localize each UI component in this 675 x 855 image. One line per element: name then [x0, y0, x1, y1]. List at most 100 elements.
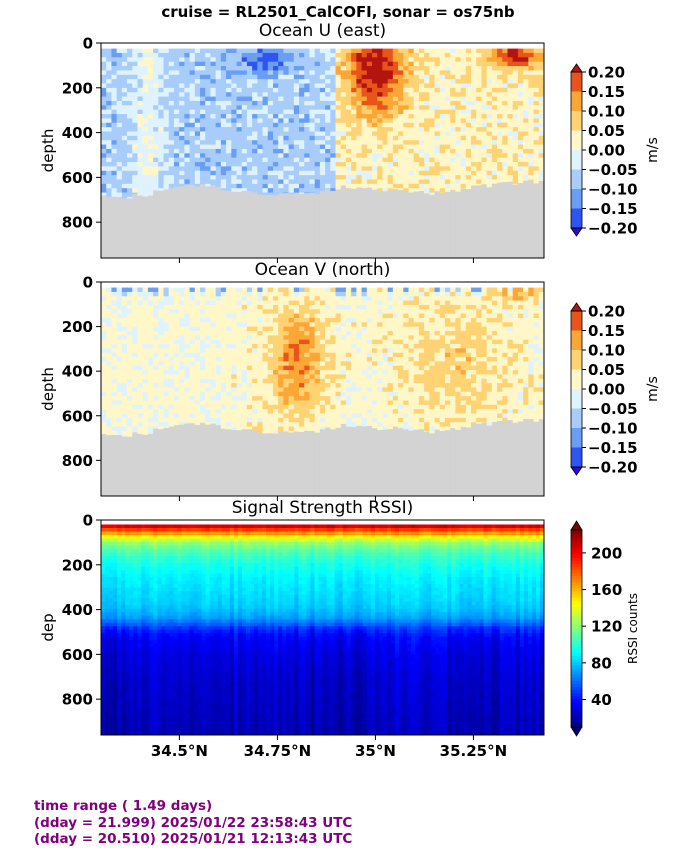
heatmap-cell	[455, 166, 462, 172]
heatmap-cell	[481, 87, 488, 93]
heatmap-cell	[361, 409, 368, 415]
heatmap-cell	[252, 396, 258, 402]
heatmap-cell	[408, 417, 415, 423]
heatmap-cell	[168, 118, 175, 124]
heatmap-cell	[512, 170, 519, 176]
heatmap-cell	[163, 153, 170, 159]
heatmap-cell	[528, 79, 535, 85]
heatmap-cell	[392, 70, 399, 76]
heatmap-cell	[106, 192, 113, 198]
heatmap-cell	[252, 387, 258, 393]
seafloor-mask	[111, 434, 118, 496]
heatmap-cell	[132, 96, 139, 102]
heatmap-cell	[226, 79, 232, 85]
heatmap-cell	[309, 404, 316, 410]
heatmap-cell	[241, 417, 248, 423]
heatmap-cell	[372, 74, 378, 80]
heatmap-cell	[252, 74, 258, 80]
heatmap-cell	[278, 148, 285, 154]
heatmap-cell	[434, 96, 441, 102]
heatmap-cell	[455, 127, 462, 133]
heatmap-cell	[528, 179, 535, 182]
heatmap-cell	[147, 109, 154, 115]
heatmap-cell	[408, 357, 415, 362]
heatmap-cell	[361, 48, 368, 54]
heatmap-cell	[325, 326, 331, 332]
heatmap-cell	[194, 153, 201, 159]
heatmap-cell	[293, 140, 300, 146]
heatmap-cell	[173, 166, 180, 172]
heatmap-cell	[408, 335, 415, 341]
heatmap-cell	[309, 96, 316, 102]
heatmap-cell	[153, 96, 159, 102]
heatmap-cell	[413, 140, 420, 146]
heatmap-cell	[345, 118, 352, 124]
heatmap-cell	[486, 144, 493, 150]
heatmap-cell	[512, 131, 519, 137]
heatmap-cell	[403, 344, 410, 349]
heatmap-cell	[184, 166, 191, 172]
heatmap-cell	[366, 144, 373, 150]
heatmap-cell	[340, 83, 347, 89]
heatmap-cell	[413, 344, 420, 349]
seafloor-mask	[168, 426, 175, 496]
heatmap-cell	[408, 74, 415, 80]
heatmap-cell	[179, 179, 185, 185]
heatmap-cell	[330, 66, 337, 72]
heatmap-cell	[137, 339, 144, 345]
heatmap-cell	[309, 370, 316, 376]
heatmap-cell	[377, 105, 384, 111]
heatmap-cell	[330, 335, 337, 341]
heatmap-cell	[184, 118, 191, 124]
heatmap-cell	[471, 48, 477, 54]
heatmap-cell	[288, 166, 295, 172]
heatmap-cell	[528, 153, 535, 159]
heatmap-cell	[387, 304, 394, 310]
heatmap-cell	[116, 192, 123, 198]
heatmap-cell	[121, 287, 128, 293]
heatmap-cell	[340, 148, 347, 154]
heatmap-cell	[304, 105, 311, 111]
heatmap-cell	[231, 344, 238, 349]
heatmap-cell	[106, 66, 113, 72]
heatmap-cell	[408, 57, 415, 63]
heatmap-cell	[210, 74, 217, 80]
heatmap-cell	[309, 188, 316, 194]
heatmap-cell	[226, 179, 232, 185]
heatmap-cell	[283, 109, 290, 115]
heatmap-cell	[252, 122, 258, 128]
heatmap-cell	[460, 148, 467, 154]
heatmap-cell	[241, 170, 248, 176]
heatmap-cell	[372, 426, 378, 429]
heatmap-cell	[189, 140, 196, 146]
heatmap-cell	[288, 61, 295, 67]
heatmap-cell	[246, 175, 253, 181]
heatmap-cell	[278, 188, 285, 194]
heatmap-cell	[179, 344, 185, 349]
heatmap-cell	[116, 383, 123, 389]
heatmap-cell	[382, 118, 389, 124]
heatmap-cell	[528, 135, 535, 141]
heatmap-cell	[236, 400, 243, 406]
heatmap-cell	[340, 309, 347, 315]
heatmap-cell	[200, 370, 206, 376]
heatmap-cell	[392, 404, 399, 410]
heatmap-cell	[481, 48, 488, 54]
heatmap-cell	[262, 322, 269, 328]
heatmap-cell	[377, 118, 384, 124]
heatmap-cell	[351, 387, 357, 393]
heatmap-cell	[325, 365, 331, 371]
heatmap-cell	[121, 83, 128, 89]
heatmap-cell	[153, 348, 159, 354]
heatmap-cell	[147, 140, 154, 146]
heatmap-cell	[372, 105, 378, 111]
heatmap-cell	[137, 296, 144, 302]
heatmap-cell	[246, 313, 253, 319]
heatmap-cell	[424, 166, 430, 172]
heatmap-cell	[142, 74, 149, 80]
heatmap-cell	[361, 157, 368, 163]
heatmap-cell	[356, 344, 363, 349]
heatmap-cell	[116, 179, 123, 185]
heatmap-cell	[241, 383, 248, 389]
heatmap-cell	[340, 131, 347, 137]
